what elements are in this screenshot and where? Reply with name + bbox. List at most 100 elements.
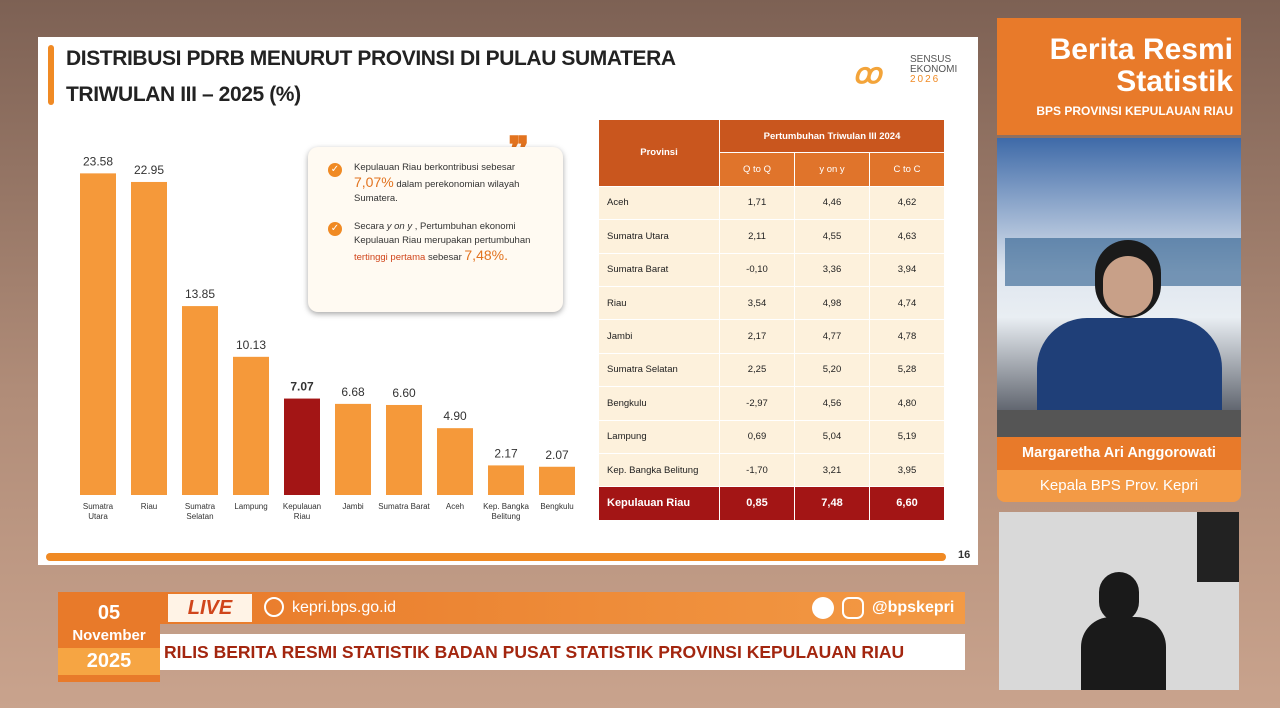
logo: SENSUS EKONOMI 2026 [910,55,957,85]
category-label: Kepulauan Riau [282,502,322,521]
table-cell: 4,77 [794,319,870,354]
table-cell: -1,70 [719,452,795,488]
table: Provinsi Pertumbuhan Triwulan III 2024 Q t… [598,118,945,521]
table-cell: Lampung [598,419,720,454]
table-cell: -2,97 [719,386,795,421]
date-year: 2025 [58,648,160,675]
callout-text: dalam perekonomian wilayah Sumatera. [354,179,520,204]
table-cell: 5,20 [794,352,870,388]
globe-icon [264,597,284,617]
value-label: 6.60 [392,386,416,400]
table-row: Sumatra Utara 2,11 4,55 4,63 [598,219,945,254]
screen-dark [1197,512,1239,582]
callout-text: Kepulauan Riau berkontribusi sebesar [354,162,516,173]
bar [284,398,320,495]
table-cell: 4,80 [869,386,945,421]
value-label: 4.90 [443,409,467,423]
date-day: 05 [97,602,121,624]
table-cell: 0,69 [719,419,795,454]
logo-text: EKONOMI [910,64,958,75]
table-cell: 3,54 [719,285,795,321]
table-cell: 0,85 [719,486,795,521]
table-cell: 4,63 [869,219,945,254]
bar [386,404,422,495]
bar [80,173,116,495]
desk [997,410,1241,437]
logo-mark: ꝏ [853,58,882,89]
instagram-icon [842,597,864,619]
value-label: 2.17 [494,446,518,460]
table-cell: 5,19 [869,419,945,454]
table-cell: 4,46 [794,185,870,221]
table-row: Kep. Bangka Belitung -1,70 3,21 3,95 [598,452,945,488]
value-label: 22.95 [134,163,164,177]
callout-item: ✓ Kepulauan Riau berkontribusi sebesar 7,… [308,161,563,206]
callout-text: y on y [386,221,413,232]
table-cell: 2,17 [719,319,795,354]
table-cell: 5,04 [794,419,870,454]
table-cell: Bengkulu [598,386,720,421]
table-cell: Kepulauan Riau [598,486,720,521]
table-cell: 2,11 [719,219,795,254]
date-box: 05 November 2025 [58,592,160,682]
logo-text: 2026 [910,74,941,85]
website: kepri.bps.go.id [292,599,397,616]
facebook-icon [812,597,834,619]
callout-text: 7,07% [354,174,394,190]
bar-chart: 23.58 22.95 13.85 10.13 7.07 6.68 6.60 4.90 2.17… [80,154,575,495]
header-cell: Pertumbuhan Triwulan III 2024 [719,118,945,154]
subheader-cell: y on y [794,152,870,187]
headline: RILIS BERITA RESMI STATISTIK BADAN PUSAT… [160,634,965,670]
speaker-role: Kepala BPS Prov. Kepri [997,470,1241,502]
table-cell: 4,98 [794,285,870,321]
subheader-cell: C to C [869,152,945,187]
category-labels: Sumatra Utara Riau Sumatra Selatan Lampung K… [60,140,600,570]
table-row: Aceh 1,71 4,46 4,62 [598,185,945,221]
subheader-cell: Q to Q [719,152,795,187]
value-label: 13.85 [185,287,215,301]
callout-text: , Pertumbuhan ekonomi Kepulauan Riau mer… [354,221,531,246]
table-cell: 3,94 [869,252,945,287]
table-cell: 3,95 [869,452,945,488]
title-accent [48,45,54,105]
slide: DISTRIBUSI PDRB MENURUT PROVINSI DI PULA… [38,37,978,565]
body [1037,318,1222,418]
highlight-row: Kepulauan Riau 0,85 7,48 6,60 [598,486,945,521]
head [1099,572,1139,622]
bar [182,306,218,495]
category-label: Kep. Bangka Belitung [483,502,529,521]
table-cell: Jambi [598,319,720,354]
value-label: 6.68 [341,385,365,399]
panel-header: Berita Resmi Statistik BPS PROVINSI KEPU… [997,18,1241,135]
table-cell: Kep. Bangka Belitung [598,452,720,488]
table-cell: 4,78 [869,319,945,354]
value-label: 10.13 [236,338,266,352]
table-row: Jambi 2,17 4,77 4,78 [598,319,945,354]
category-label: Bengkulu [540,502,574,511]
table-cell: 4,55 [794,219,870,254]
bar [233,356,269,495]
check-icon: ✓ [328,163,342,177]
table-cell: 7,48 [794,486,870,521]
face [1103,256,1153,316]
callout-text: 7,48%. [464,247,508,263]
table-cell: Sumatra Utara [598,219,720,254]
table-row: Sumatra Selatan 2,25 5,20 5,28 [598,352,945,388]
bar [539,466,575,495]
table-cell: Riau [598,285,720,321]
table-row: Riau 3,54 4,98 4,74 [598,285,945,321]
bar [131,181,167,495]
date-month: November [72,627,146,644]
table-cell: 4,62 [869,185,945,221]
table-cell: Sumatra Barat [598,252,720,287]
category-label: Aceh [445,502,465,511]
header-row: Provinsi Pertumbuhan Triwulan III 2024 [598,118,945,187]
table-cell: 2,25 [719,352,795,388]
check-icon: ✓ [328,222,342,236]
table-wrap: Provinsi Pertumbuhan Triwulan III 2024 Q t… [598,118,945,521]
table-cell: Aceh [598,185,720,221]
sign-video [999,512,1239,690]
category-label: Sumatra Utara [82,502,114,521]
live-badge: LIVE [168,594,252,622]
panel-title: Berita Resmi [1049,33,1233,66]
